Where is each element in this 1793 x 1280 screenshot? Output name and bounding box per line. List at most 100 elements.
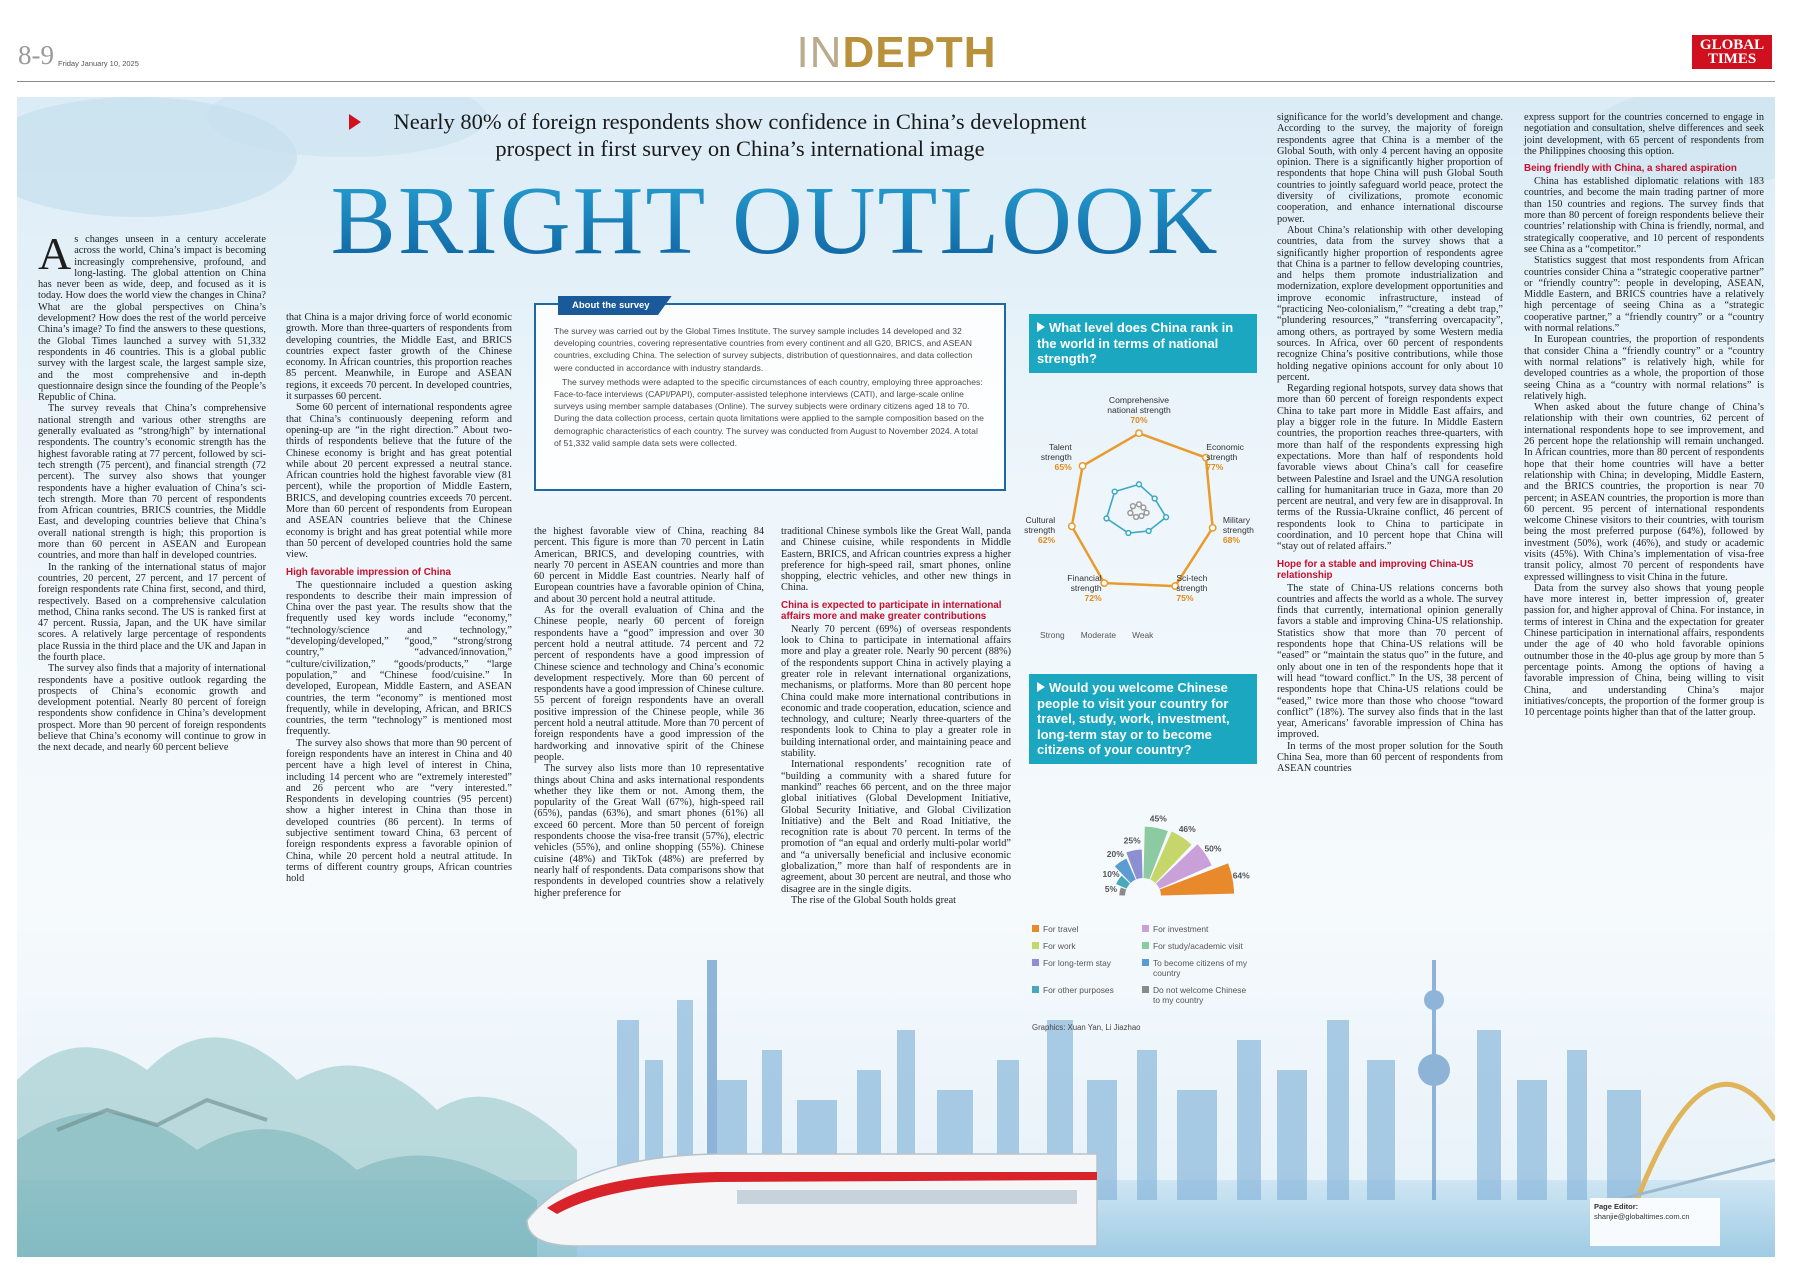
radar-point bbox=[1103, 515, 1110, 522]
logo[interactable]: GLOBAL TIMES bbox=[1692, 35, 1772, 69]
date: Friday January 10, 2025 bbox=[58, 59, 139, 68]
radial-bar bbox=[1114, 858, 1136, 883]
paragraph: traditional Chinese symbols like the Gre… bbox=[781, 526, 1011, 594]
radar-polygon bbox=[1105, 483, 1168, 534]
legend-item: To become citizens of my country bbox=[1142, 958, 1254, 978]
subhead: Being friendly with China, a shared aspi… bbox=[1524, 163, 1737, 175]
graphics-credit: Graphics: Xuan Yan, Li Jiazhao bbox=[1032, 1023, 1141, 1032]
value-label: 77% bbox=[1206, 462, 1224, 473]
about-box: The survey was carried out by the Global… bbox=[534, 303, 1006, 491]
radar-point bbox=[1067, 522, 1076, 531]
paragraph: The survey also finds that a majority of… bbox=[38, 663, 266, 754]
decoration bbox=[677, 1000, 693, 1200]
legend-item: Do not welcome Chinese to my country bbox=[1142, 985, 1254, 1005]
radar-point bbox=[1125, 529, 1132, 537]
paragraph: express support for the countries concer… bbox=[1524, 112, 1764, 157]
value-label: 75% bbox=[1176, 593, 1194, 604]
legend-swatch bbox=[1032, 925, 1039, 932]
decoration bbox=[207, 97, 487, 157]
title-marker bbox=[1037, 682, 1045, 692]
radar-point bbox=[1127, 509, 1134, 517]
decoration bbox=[547, 1172, 1097, 1214]
paragraph: The survey also lists more than 10 repre… bbox=[534, 763, 764, 899]
about-title: About the survey bbox=[558, 296, 672, 315]
about-paragraph: The survey methods were adapted to the s… bbox=[554, 376, 984, 448]
axis-label: Military strength 68% bbox=[1223, 515, 1263, 545]
paragraph: that China is a major driving force of w… bbox=[286, 312, 512, 403]
paragraph: the highest favorable view of China, rea… bbox=[534, 526, 764, 605]
decoration bbox=[1587, 97, 1775, 187]
legend-label: Strong bbox=[1040, 630, 1065, 640]
about-paragraph: The survey was carried out by the Global… bbox=[554, 326, 973, 373]
radar-point bbox=[1135, 429, 1143, 438]
radar-point bbox=[1100, 579, 1109, 588]
value-label: 25% bbox=[1124, 836, 1141, 846]
axis-label-text: Military strength bbox=[1222, 515, 1254, 536]
axis-label-text: Cultural strength bbox=[1024, 515, 1056, 536]
headline-title: BRIGHT OUTLOOK bbox=[270, 166, 1280, 276]
legend-item: For travel bbox=[1032, 924, 1142, 934]
column: traditional Chinese symbols like the Gre… bbox=[781, 526, 1011, 1046]
page-editor-email[interactable]: shanjie@globaltimes.com.cn bbox=[1594, 1212, 1690, 1221]
legend-label: For travel bbox=[1043, 924, 1079, 934]
value-label: 65% bbox=[1054, 462, 1072, 473]
legend-label: For study/academic visit bbox=[1153, 941, 1243, 951]
section-bold: DEPTH bbox=[842, 28, 997, 77]
radar-point bbox=[1132, 513, 1140, 521]
radar-point bbox=[1201, 453, 1210, 462]
legend-swatch bbox=[1032, 986, 1039, 993]
legend-swatch bbox=[1032, 959, 1039, 966]
radial-bar bbox=[1126, 849, 1143, 880]
value-label: 46% bbox=[1179, 824, 1196, 834]
column: the highest favorable view of China, rea… bbox=[534, 526, 764, 1036]
radar-point bbox=[1135, 481, 1143, 488]
decoration bbox=[56, 1097, 268, 1132]
radar-point bbox=[1151, 495, 1158, 502]
chart-title: Would you welcome Chinese people to visi… bbox=[1029, 674, 1257, 764]
radar-point bbox=[1140, 504, 1147, 511]
value-label: 5% bbox=[1105, 884, 1118, 894]
chart-panel: 64% 50% 46% 45% 25%20% 10% 5% bbox=[1067, 429, 1250, 896]
header-rule bbox=[17, 81, 1775, 82]
axis-label-text: Comprehensive national strength bbox=[1107, 395, 1171, 415]
value-label: 64% bbox=[1233, 871, 1250, 881]
radar-point bbox=[1129, 503, 1137, 510]
paragraph: As for the overall evaluation of China a… bbox=[534, 605, 764, 763]
paragraph: When asked about the future change of Ch… bbox=[1524, 402, 1764, 583]
legend-item: Weak bbox=[1128, 630, 1153, 640]
subhead: High favorable impression of China bbox=[286, 566, 451, 578]
axis-label: Economic strength 77% bbox=[1206, 442, 1246, 472]
radial-bar bbox=[1119, 887, 1127, 896]
radar-point bbox=[1145, 527, 1152, 535]
column: that China is a major driving force of w… bbox=[286, 312, 512, 1032]
decoration bbox=[1424, 990, 1444, 1010]
paragraph: The questionnaire included a question as… bbox=[286, 579, 512, 738]
legend-swatch bbox=[1142, 942, 1149, 949]
decoration bbox=[349, 114, 361, 130]
paragraph: International respondents’ recognition r… bbox=[781, 759, 1011, 895]
legend-label: To become citizens of my country bbox=[1153, 958, 1248, 978]
legend-label: For investment bbox=[1153, 924, 1209, 934]
decoration bbox=[1137, 1050, 1157, 1200]
chart-title: What level does China rank in the world … bbox=[1029, 314, 1257, 373]
paragraph: Regarding regional hotspots, survey data… bbox=[1277, 383, 1503, 553]
radial-bar bbox=[1143, 826, 1168, 880]
column: significance for the world’s development… bbox=[1277, 112, 1503, 1047]
value-label: 68% bbox=[1222, 535, 1241, 546]
decoration bbox=[707, 960, 717, 1200]
section-light: IN bbox=[796, 28, 843, 77]
page-editor: Page Editor: shanjie@globaltimes.com.cn bbox=[1594, 1202, 1690, 1222]
radar-point bbox=[1111, 488, 1118, 495]
legend-item: For other purposes bbox=[1032, 985, 1142, 1005]
paragraph: Data from the survey also shows that you… bbox=[1524, 582, 1764, 719]
value-label: 62% bbox=[1037, 535, 1056, 546]
decoration bbox=[1477, 1030, 1501, 1200]
column: express support for the countries concer… bbox=[1524, 112, 1764, 1047]
chart-title-text: What level does China rank in the world … bbox=[1037, 320, 1234, 366]
radial-bar bbox=[1116, 875, 1130, 889]
legend-label: Do not welcome Chinese to my country bbox=[1153, 985, 1247, 1005]
radar-point bbox=[1208, 523, 1217, 532]
paragraph: The survey reveals that China’s comprehe… bbox=[38, 403, 266, 562]
